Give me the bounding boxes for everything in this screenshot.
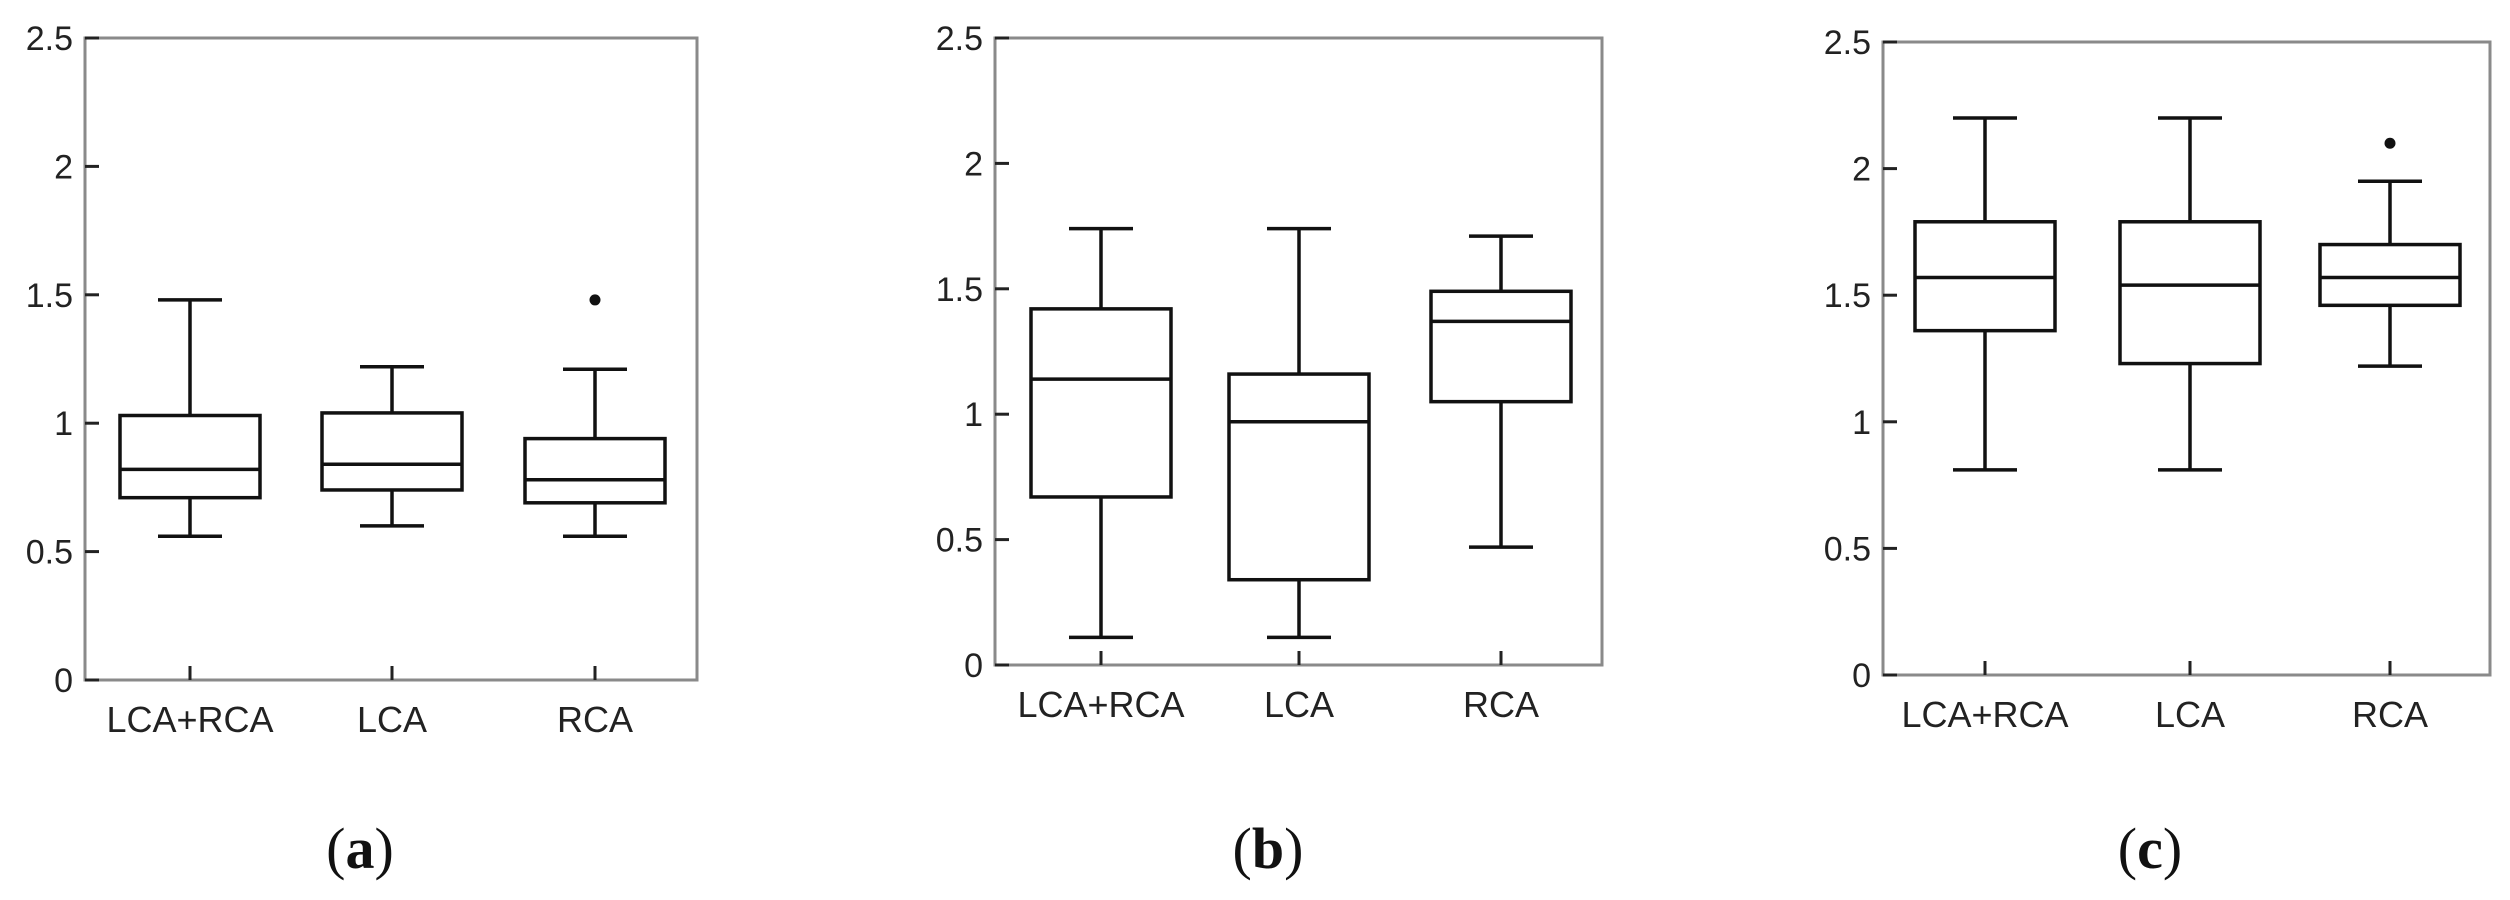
y-tick-label: 0 xyxy=(54,662,73,700)
y-tick-label: 1.5 xyxy=(26,277,73,315)
x-category-label: RCA xyxy=(2352,694,2428,735)
outlier-point xyxy=(589,294,601,306)
panel-label-b: (b) xyxy=(1233,816,1304,881)
outlier-point xyxy=(2384,137,2396,149)
plot-frame-c xyxy=(1881,40,2492,677)
x-category-label: LCA+RCA xyxy=(1901,694,2068,735)
y-tick-label: 1 xyxy=(1852,404,1871,442)
x-category-label: LCA+RCA xyxy=(1017,684,1184,725)
y-tick-label: 1.5 xyxy=(1824,277,1871,315)
box-lca-plus-rca xyxy=(118,413,262,500)
y-tick-label: 2 xyxy=(1852,151,1871,189)
y-tick-label: 2.5 xyxy=(26,20,73,58)
box-rca xyxy=(523,436,667,505)
y-tick-label: 0.5 xyxy=(1824,530,1871,568)
y-tick-label: 2 xyxy=(964,145,983,183)
box-rca xyxy=(1429,289,1573,404)
x-category-label: LCA xyxy=(2155,694,2225,735)
y-tick-label: 0.5 xyxy=(26,534,73,572)
x-category-label: LCA+RCA xyxy=(106,699,273,740)
y-tick-label: 0 xyxy=(964,647,983,685)
x-category-label: RCA xyxy=(1463,684,1539,725)
y-tick-label: 0 xyxy=(1852,657,1871,695)
y-tick-label: 1 xyxy=(54,405,73,443)
y-tick-label: 1.5 xyxy=(936,271,983,309)
box-lca xyxy=(1227,372,1371,582)
x-category-label: LCA xyxy=(1264,684,1334,725)
box-lca-plus-rca xyxy=(1029,307,1173,499)
panel-label-a: (a) xyxy=(326,816,394,881)
box-rca xyxy=(2318,242,2462,308)
y-tick-label: 2.5 xyxy=(1824,24,1871,62)
y-tick-label: 1 xyxy=(964,396,983,434)
x-category-label: LCA xyxy=(357,699,427,740)
y-tick-label: 0.5 xyxy=(936,522,983,560)
y-tick-label: 2.5 xyxy=(936,20,983,58)
plot-frame-a xyxy=(83,36,699,682)
box-lca xyxy=(2118,220,2262,366)
panel-label-c: (c) xyxy=(2118,816,2182,881)
box-lca xyxy=(320,411,464,492)
y-tick-label: 2 xyxy=(54,148,73,186)
x-category-label: RCA xyxy=(557,699,633,740)
